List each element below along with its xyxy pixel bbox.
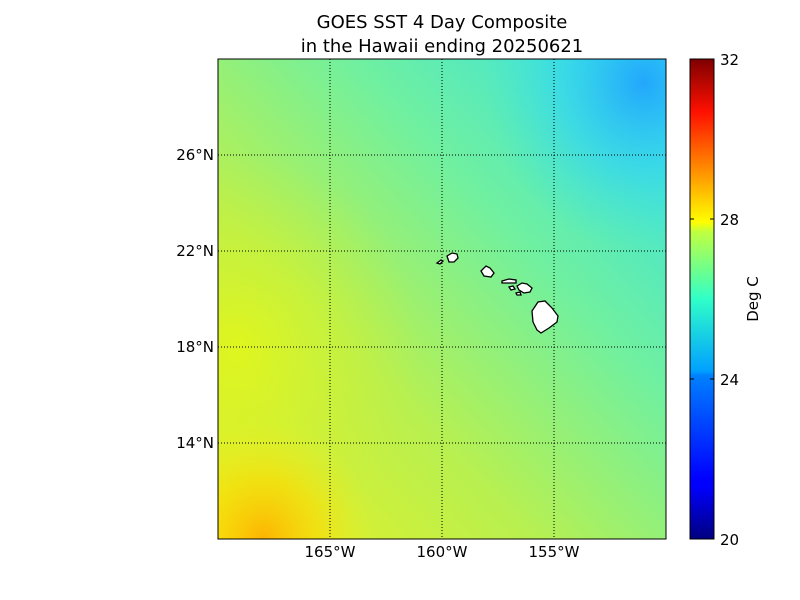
longitude-tick-label: 165°W (305, 543, 356, 561)
island-maui (516, 282, 533, 294)
longitude-labels: 165°W 160°W 155°W (305, 543, 580, 561)
island-kauai (446, 252, 459, 263)
island-kahoolawe (515, 291, 522, 296)
graticule (218, 59, 666, 539)
island-niihau (435, 259, 445, 265)
island-hawaii (531, 300, 559, 334)
colorbar-tick-label: 32 (720, 51, 739, 69)
colorbar-tick-label: 28 (720, 211, 739, 229)
longitude-tick-label: 160°W (417, 543, 468, 561)
colorbar-ticks: 32 28 24 20 (690, 51, 739, 549)
colorbar (689, 58, 715, 540)
latitude-tick-label: 26°N (176, 146, 214, 164)
latitude-tick-label: 14°N (176, 434, 214, 452)
latitude-tick-label: 22°N (176, 242, 214, 260)
map-title-line-1: GOES SST 4 Day Composite (316, 12, 568, 33)
map-title-line-2: in the Hawaii ending 20250621 (300, 36, 584, 57)
latitude-tick-label: 18°N (176, 338, 214, 356)
island-molokai (501, 278, 517, 284)
longitude-tick-label: 155°W (529, 543, 580, 561)
latitude-labels: 26°N 22°N 18°N 14°N (176, 146, 214, 452)
colorbar-label: Deg C (744, 276, 762, 322)
colorbar-tick-label: 24 (720, 371, 739, 389)
hawaiian-islands (435, 252, 559, 334)
colorbar-tick-label: 20 (720, 531, 739, 549)
island-lanai (507, 285, 517, 291)
map-frame (217, 58, 667, 540)
island-oahu (480, 265, 495, 278)
